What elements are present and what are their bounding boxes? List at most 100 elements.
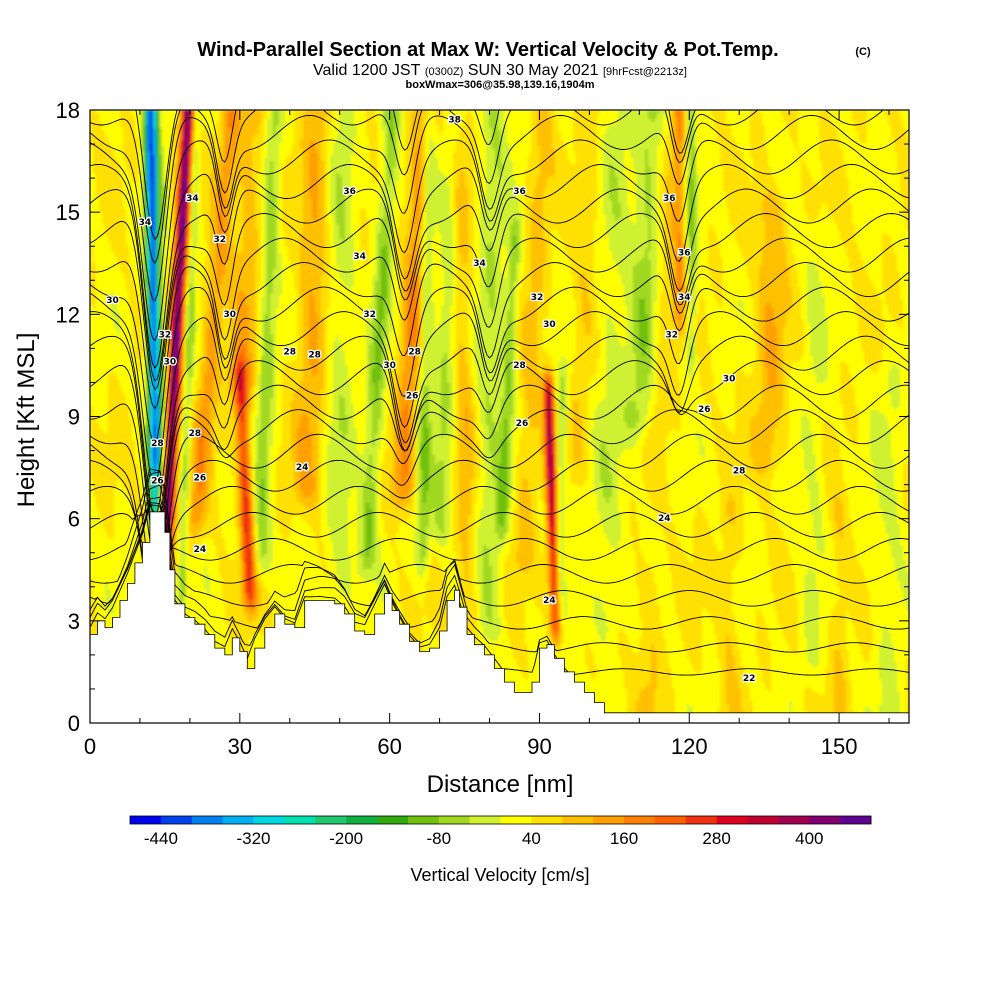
colorbar-swatch — [160, 816, 193, 824]
colorbar-label: Vertical Velocity [cm/s] — [410, 865, 589, 885]
colorbar-swatch — [809, 816, 841, 824]
potential-temperature-contours — [90, 110, 909, 676]
colorbar-swatch — [778, 816, 810, 824]
x-tick-label: 90 — [527, 734, 551, 759]
colorbar-tick-label: -440 — [144, 829, 178, 848]
colorbar-tick-label: 400 — [795, 829, 823, 848]
contour-label: 32 — [363, 310, 376, 320]
contour-label: 26 — [516, 419, 529, 429]
contour-label: 34 — [139, 218, 152, 228]
colorbar-swatch — [346, 816, 378, 824]
contour-label: 24 — [658, 514, 671, 524]
contour-label: 36 — [663, 194, 676, 204]
contour-label: 26 — [406, 392, 419, 402]
theta-contour — [90, 360, 909, 542]
x-tick-label: 150 — [821, 734, 858, 759]
chart-subtitle-2: boxWmax=306@35.98,139.16,1904m — [406, 79, 595, 91]
x-tick-label: 120 — [671, 734, 708, 759]
plot-area: 38 36 36 36 34 34 34 34 36 32 32 32 34 30 30 30 32 32 28 28… — [90, 110, 909, 723]
theta-contour — [90, 262, 909, 444]
colorbar-swatch — [716, 816, 748, 824]
y-tick-label: 6 — [68, 507, 80, 532]
contour-label: 32 — [214, 235, 227, 245]
contour-label: 30 — [106, 296, 119, 306]
y-tick-label: 18 — [56, 98, 80, 123]
theta-contour — [90, 504, 909, 553]
contour-label: 36 — [513, 187, 526, 197]
contour-label: 28 — [151, 439, 164, 449]
colorbar-tick-label: -320 — [236, 829, 270, 848]
contour-label: 34 — [678, 293, 691, 303]
contour-label: 34 — [473, 259, 486, 269]
contour-label: 32 — [159, 330, 172, 340]
subtitle-date: SUN 30 May 2021 — [468, 62, 599, 79]
colorbar-swatch — [222, 816, 254, 824]
colorbar-swatch — [407, 816, 440, 824]
theta-contour — [90, 468, 909, 561]
contour-label: 30 — [723, 375, 736, 385]
x-axis: 0 30 60 90 120 150 — [84, 110, 890, 759]
contour-label: 30 — [224, 310, 237, 320]
theta-contour — [90, 213, 909, 391]
terrain-mask — [90, 511, 909, 723]
colorbar-tick-label: 280 — [702, 829, 730, 848]
contour-labels: 38 36 36 36 34 34 34 34 36 32 32 32 34 30 30 30 32 32 28 28… — [105, 114, 757, 685]
theta-contour — [90, 504, 909, 676]
theta-contour — [90, 384, 909, 557]
subtitle-valid: Valid 1200 JST — [313, 62, 421, 79]
theta-contour — [90, 311, 909, 517]
colorbar-frame — [129, 815, 872, 825]
x-tick-label: 0 — [84, 734, 96, 759]
y-tick-label: 12 — [56, 302, 80, 327]
contour-label: 30 — [164, 358, 177, 368]
contour-label: 26 — [151, 477, 164, 487]
contour-label: 28 — [308, 351, 321, 361]
theta-contour — [90, 188, 909, 382]
contour-label: 24 — [194, 545, 207, 555]
theta-contour — [90, 502, 909, 653]
chart-subtitle: Valid 1200 JST (0300Z) SUN 30 May 2021 [… — [313, 62, 687, 79]
theta-contour — [90, 459, 909, 620]
contour-label: 28 — [733, 467, 746, 477]
subtitle-utc: (0300Z) — [425, 66, 464, 78]
contour-label: 26 — [194, 473, 207, 483]
x-tick-label: 30 — [228, 734, 252, 759]
contour-label: 30 — [383, 361, 396, 371]
theta-contour — [90, 484, 909, 607]
theta-contour — [90, 471, 909, 584]
colorbar-swatch — [469, 816, 501, 824]
contour-label: 32 — [666, 330, 679, 340]
colorbar-swatch — [562, 816, 594, 824]
contour-label: 38 — [448, 116, 461, 126]
colorbar-swatch — [624, 816, 656, 824]
colorbar-swatch — [253, 816, 285, 824]
colorbar-swatch — [593, 816, 625, 824]
theta-contour — [90, 237, 909, 410]
contour-label: 34 — [353, 252, 366, 262]
colorbar: -440 -320 -200 -80 40 160 280 400 — [129, 815, 872, 848]
contour-label: 24 — [543, 596, 556, 606]
chart-title: Wind-Parallel Section at Max W: Vertical… — [197, 39, 778, 61]
contour-label: 36 — [678, 249, 691, 259]
theta-contour — [90, 286, 909, 485]
contour-label: 28 — [189, 429, 202, 439]
contour-label: 28 — [284, 347, 297, 357]
colorbar-swatch — [654, 816, 687, 824]
contour-label: 28 — [513, 361, 526, 371]
theta-contour — [90, 114, 909, 302]
theta-contour — [90, 485, 909, 564]
theta-contour — [90, 433, 909, 627]
contour-label: 28 — [408, 347, 421, 357]
colorbar-swatch — [284, 816, 316, 824]
y-tick-label: 0 — [68, 711, 80, 736]
contour-label: 22 — [743, 674, 756, 684]
colorbar-swatch — [191, 816, 224, 824]
title-copyright-mark: (C) — [855, 46, 871, 58]
colorbar-swatch — [130, 816, 162, 824]
vertical-velocity-field — [90, 110, 909, 723]
theta-contour — [135, 110, 696, 241]
colorbar-swatch — [438, 816, 471, 824]
colorbar-swatch — [531, 816, 563, 824]
theta-contour — [90, 164, 909, 369]
